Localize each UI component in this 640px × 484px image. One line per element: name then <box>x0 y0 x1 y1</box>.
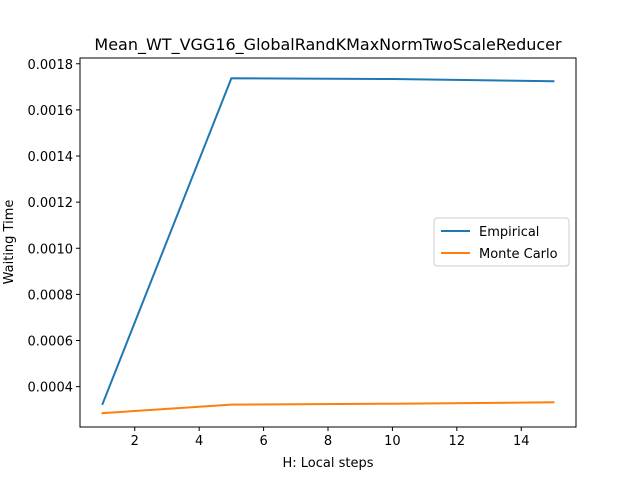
series-line-empirical <box>101 77 555 406</box>
x-tick-label: 10 <box>384 434 401 449</box>
y-axis-label: Waiting Time <box>2 200 17 285</box>
chart-legend: Empirical Monte Carlo <box>433 217 570 267</box>
x-tick-label: 4 <box>195 434 203 449</box>
y-tick-label: 0.0016 <box>28 104 74 119</box>
y-tick-label: 0.0006 <box>28 335 74 350</box>
y-axis-ticks: 0.0004 0.0006 0.0008 0.0010 0.0012 0.0014 0.00… <box>28 58 80 396</box>
y-tick-label: 0.0014 <box>28 150 74 165</box>
legend-label-empirical: Empirical <box>479 225 539 240</box>
y-tick-label: 0.0018 <box>28 58 74 73</box>
y-tick-label: 0.0008 <box>28 288 74 303</box>
legend-label-monte-carlo: Monte Carlo <box>479 247 558 262</box>
x-tick-label: 8 <box>324 434 332 449</box>
x-tick-label: 12 <box>449 434 466 449</box>
x-tick-label: 2 <box>131 434 139 449</box>
x-tick-label: 6 <box>259 434 267 449</box>
x-axis-ticks: 2 4 6 8 10 12 14 <box>131 427 530 449</box>
x-axis-label: H: Local steps <box>282 456 373 471</box>
y-tick-label: 0.0004 <box>28 381 74 396</box>
y-tick-label: 0.0012 <box>28 196 74 211</box>
chart-title: Mean_WT_VGG16_GlobalRandKMaxNormTwoScale… <box>94 35 562 55</box>
y-tick-label: 0.0010 <box>28 242 74 257</box>
series-layer <box>101 77 555 415</box>
series-line-monte-carlo <box>101 401 555 415</box>
x-tick-label: 14 <box>513 434 530 449</box>
